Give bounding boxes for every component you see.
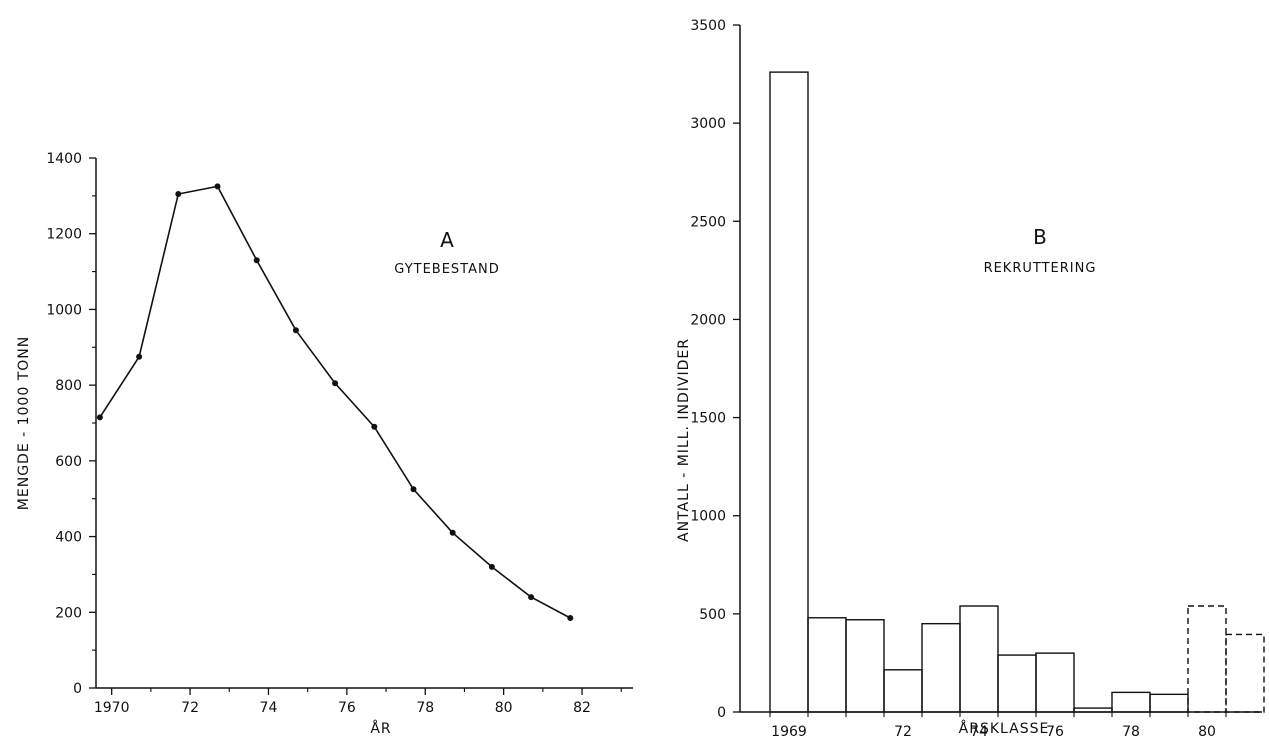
- panel-a-data-point: [449, 529, 456, 536]
- panel-a-x-tick-label: 76: [338, 700, 356, 716]
- panel-a-data-point: [410, 486, 417, 493]
- panel-b-letter: B: [1033, 225, 1047, 249]
- panel-b-x-tick-label: 74: [970, 724, 988, 739]
- panel-a-y-tick-label: 1400: [46, 151, 82, 167]
- panel-b-bar-chart: 0 500 1000 1500 2000 2500 3000 3500 1969 72 74 76 7…: [676, 18, 1265, 739]
- panel-a-x-tick-label: 78: [416, 700, 434, 716]
- panel-b-bar: [921, 622, 961, 713]
- panel-b-bar-estimated: [1225, 633, 1265, 713]
- panel-b-bar: [845, 619, 885, 713]
- panel-a-data-point: [488, 563, 495, 570]
- panel-b-y-tick-label: 0: [717, 705, 726, 721]
- panel-b-bar: [1111, 691, 1151, 713]
- panel-b-x-tick-label: 1969: [771, 724, 807, 739]
- panel-a-data-point: [567, 614, 574, 621]
- panel-a-y-tick-label: 1200: [46, 227, 82, 243]
- panel-b-bar-estimated: [1187, 605, 1227, 713]
- panel-b-x-tick-label: 78: [1122, 724, 1140, 739]
- panel-b-bar: [1149, 693, 1189, 713]
- panel-a-data-point: [175, 190, 182, 197]
- panel-a-x-tick-label: 74: [260, 700, 278, 716]
- panel-a-line-chart: 0 200 400 600 800 1000 1200 1400 1970 72 74 76 78 80…: [16, 151, 633, 737]
- panel-b-bar: [997, 654, 1037, 713]
- panel-b-y-axis-title: ANTALL - MILL. INDIVIDER: [676, 338, 692, 542]
- panel-a-x-tick-label: 72: [181, 700, 199, 716]
- panel-a-data-points: [96, 183, 574, 621]
- panel-b-y-tick-label: 2000: [690, 312, 726, 328]
- panel-a-x-axis-title: ÅR: [370, 720, 391, 737]
- panel-a-y-tick-label: 800: [55, 378, 82, 394]
- panel-a-y-axis-title: MENGDE - 1000 TONN: [16, 336, 32, 510]
- panel-a-series-line: [99, 185, 571, 619]
- panel-b-bar: [1035, 652, 1075, 713]
- panel-a-data-point: [292, 327, 299, 334]
- panel-b-x-axis-title: ÅRSKLASSE: [959, 720, 1050, 737]
- panel-b-title: REKRUTTERING: [984, 261, 1097, 276]
- panel-b-y-tick-label: 1500: [690, 411, 726, 427]
- panel-b-y-tick-label: 3500: [690, 18, 726, 34]
- panel-a-y-tick-label: 400: [55, 530, 82, 546]
- panel-a-y-tick-label: 0: [73, 681, 82, 697]
- panel-b-bars: [769, 71, 1265, 713]
- panel-b-x-tick-label: 72: [894, 724, 912, 739]
- panel-b-x-tick-label: 80: [1198, 724, 1216, 739]
- panel-b-bar: [1073, 707, 1113, 713]
- panel-b-bar: [807, 617, 847, 713]
- panel-a-data-point: [253, 257, 260, 264]
- panel-b-y-tick-label: 2500: [690, 214, 726, 230]
- panel-b-y-tick-label: 1000: [690, 509, 726, 525]
- panel-a-y-ticks: 0 200 400 600 800 1000 1200 1400: [46, 151, 96, 697]
- panel-b-x-tick-label: 76: [1046, 724, 1064, 739]
- panel-a-data-point: [332, 380, 339, 387]
- panel-b-y-ticks: 0 500 1000 1500 2000 2500 3000 3500: [690, 18, 740, 721]
- panel-a-y-tick-label: 600: [55, 454, 82, 470]
- panel-a-data-point: [371, 423, 378, 430]
- panel-a-x-ticks: 1970 72 74 76 78 80 82: [94, 688, 622, 716]
- panel-b-y-tick-label: 500: [699, 607, 726, 623]
- panel-b-y-tick-label: 3000: [690, 116, 726, 132]
- panel-b-bar: [883, 669, 923, 713]
- panel-a-data-point: [214, 183, 221, 190]
- panel-a-title: GYTEBESTAND: [394, 262, 499, 277]
- panel-a-y-tick-label: 1000: [46, 302, 82, 318]
- panel-a-x-tick-label: 1970: [94, 700, 130, 716]
- panel-b-bar: [959, 605, 999, 713]
- panel-a-data-point: [136, 353, 143, 360]
- panel-b-x-ticks: 1969 72 74 76 78 80: [769, 712, 1227, 739]
- panel-b-bar: [769, 71, 809, 713]
- panel-a-letter: A: [440, 228, 454, 252]
- panel-a-x-tick-label: 82: [573, 700, 591, 716]
- panel-a-y-tick-label: 200: [55, 605, 82, 621]
- panel-a-data-point: [528, 594, 535, 601]
- panel-a-x-tick-label: 80: [495, 700, 513, 716]
- panel-a-data-point: [96, 414, 103, 421]
